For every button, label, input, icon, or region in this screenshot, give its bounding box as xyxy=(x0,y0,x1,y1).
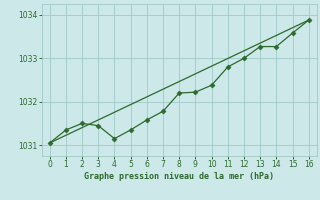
X-axis label: Graphe pression niveau de la mer (hPa): Graphe pression niveau de la mer (hPa) xyxy=(84,172,274,181)
